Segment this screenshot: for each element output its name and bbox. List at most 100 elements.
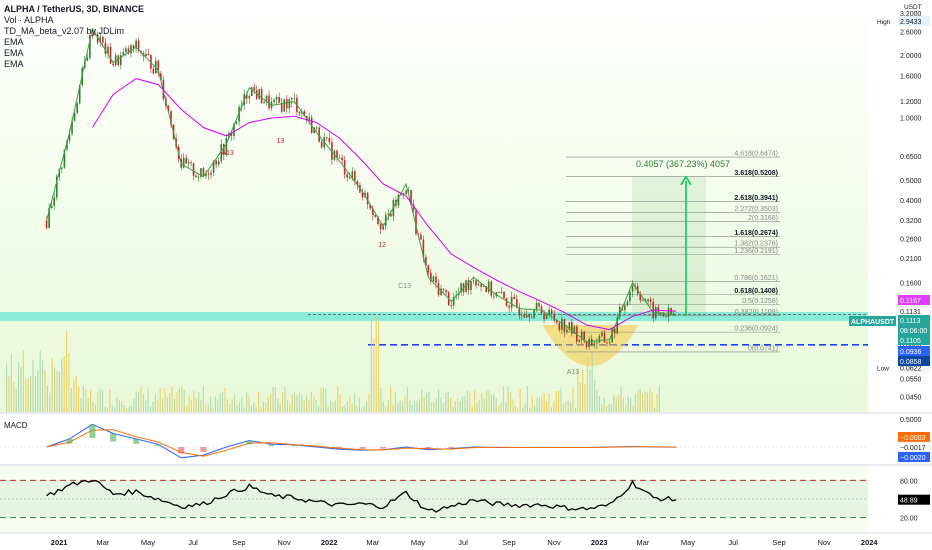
candle [130, 45, 132, 54]
volume-bar [486, 390, 488, 412]
candle [55, 176, 58, 198]
candle [420, 234, 422, 240]
volume-bar [618, 394, 620, 412]
price-tick: 0.1600 [900, 280, 922, 287]
macd-histogram-bar [133, 438, 140, 444]
volume-bar [553, 400, 555, 412]
volume-bar [274, 387, 276, 412]
candle [170, 111, 172, 125]
indicator-ema-3[interactable]: EMA [4, 59, 24, 69]
candle [467, 280, 470, 290]
indicator-volume[interactable]: Vol · ALPHA [4, 15, 54, 25]
volume-bar [140, 387, 142, 412]
volume-bar [649, 388, 651, 412]
volume-bars [6, 316, 660, 412]
macd-histogram-bar [380, 447, 387, 449]
volume-bar [498, 406, 500, 412]
axis-currency: USDT [904, 4, 922, 11]
candle [48, 208, 50, 228]
candle [578, 340, 581, 342]
indicator-ema-1[interactable]: EMA [4, 37, 24, 47]
candle [320, 141, 323, 148]
volume-bar [404, 396, 406, 412]
candle [245, 94, 248, 99]
fib-label: 0.618(0.1408) [734, 288, 778, 295]
volume-bar [500, 402, 502, 412]
candle [672, 313, 675, 315]
volume-bar [582, 370, 584, 412]
price-tick: 3.2000 [900, 11, 922, 18]
chart-title: ALPHA / TetherUS, 3D, BINANCE [4, 4, 145, 14]
candle [361, 192, 364, 198]
candle [440, 288, 442, 296]
volume-bar [229, 404, 231, 412]
volume-bar [8, 376, 10, 412]
volume-bar [334, 400, 336, 412]
volume-bar [342, 406, 344, 412]
volume-bar [337, 386, 339, 412]
volume-bar [246, 391, 248, 412]
candle [518, 307, 521, 316]
candle [273, 99, 275, 102]
candle [114, 55, 117, 66]
candle [372, 208, 374, 215]
volume-bar [150, 406, 152, 412]
volume-bar [78, 386, 80, 412]
high-value: 2.9433 [900, 19, 922, 26]
volume-bar [294, 392, 296, 412]
candle [525, 314, 528, 318]
candle [96, 34, 99, 43]
volume-bar [356, 405, 358, 412]
indicator-ema-2[interactable]: EMA [4, 48, 24, 58]
volume-bar [15, 388, 17, 412]
indicator-td-ma[interactable]: TD_MA_beta_v2.07 by JDLim [4, 26, 125, 36]
volume-bar [162, 398, 164, 412]
volume-bar [464, 395, 466, 412]
time-tick: Sep [502, 538, 515, 547]
candle [336, 150, 338, 158]
candle [508, 305, 510, 308]
volume-bar [560, 388, 562, 412]
candle [275, 96, 278, 100]
volume-bar [193, 390, 195, 412]
candle [200, 168, 202, 177]
volume-bar [178, 387, 180, 412]
macd-badge-text: −0.0003 [900, 435, 926, 442]
volume-bar [622, 396, 624, 412]
macd-histogram-bar [336, 447, 343, 449]
annotation: A13 [221, 150, 234, 157]
candle [137, 40, 140, 51]
price-badge [898, 346, 930, 356]
volume-bar [267, 397, 269, 412]
volume-bar [22, 350, 24, 412]
candle [642, 299, 644, 301]
price-tick: 2.6000 [900, 30, 922, 37]
volume-bar [380, 387, 382, 412]
volume-bar [430, 402, 432, 412]
candle [86, 57, 89, 61]
time-tick: 2024 [861, 538, 879, 547]
volume-bar [70, 388, 72, 412]
candle [258, 89, 260, 99]
candle [412, 204, 415, 211]
high-label: High [877, 19, 891, 26]
candle [167, 105, 170, 112]
volume-bar [255, 407, 257, 412]
volume-bar [243, 407, 245, 412]
candle [608, 341, 611, 343]
candle [195, 175, 197, 178]
candle [326, 137, 328, 139]
volume-bar [92, 402, 94, 412]
volume-bar [399, 400, 401, 412]
volume-bar [651, 392, 653, 412]
volume-bar [339, 394, 341, 412]
volume-bar [474, 390, 476, 412]
volume-bar [418, 398, 420, 412]
candle [212, 160, 215, 173]
price-tick: 0.2600 [900, 237, 922, 244]
candle [238, 106, 240, 122]
time-tick: Mar [366, 538, 379, 547]
volume-bar [224, 388, 226, 412]
volume-bar [517, 407, 519, 412]
